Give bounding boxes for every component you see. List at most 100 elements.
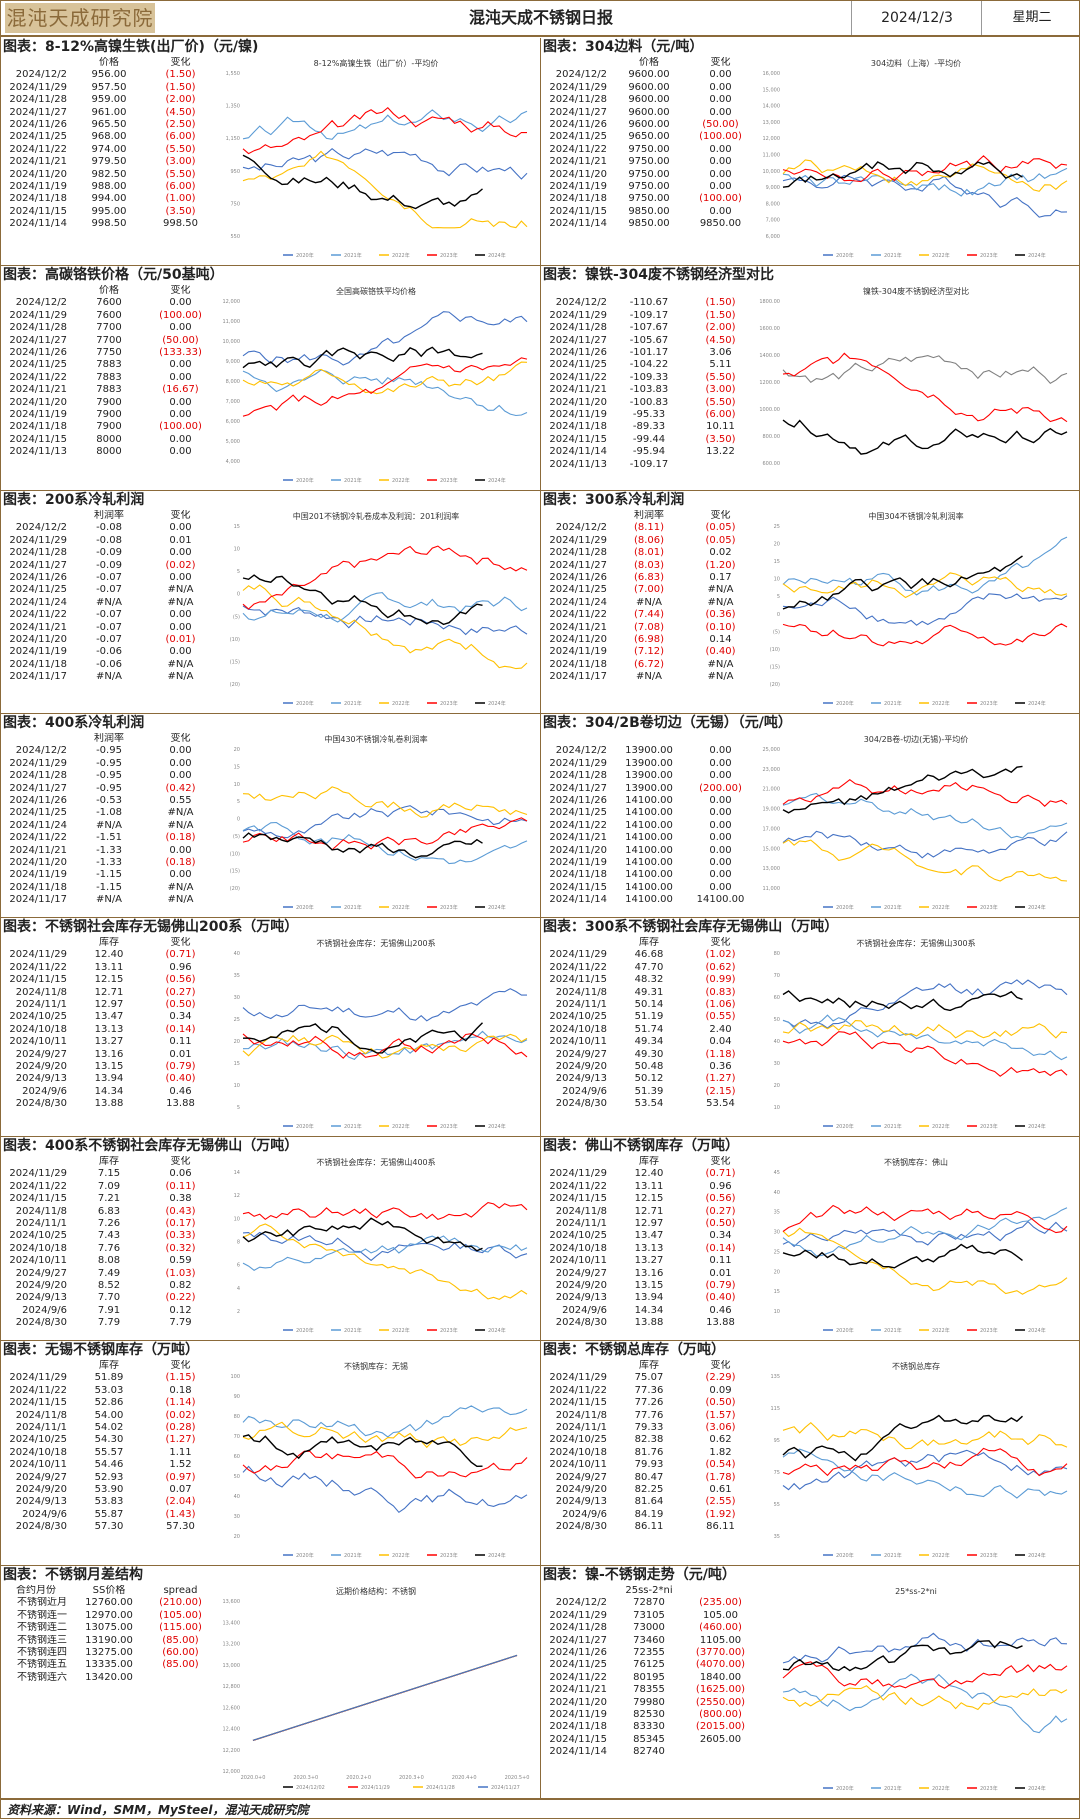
y-tick-label: 12,800 xyxy=(223,1684,241,1690)
row-label: 2024/11/17 xyxy=(9,671,67,683)
table-row: 2024/11/29 -0.08 0.01 xyxy=(1,535,214,547)
y-tick-label: 10 xyxy=(774,1105,780,1111)
row-value: 53.03 xyxy=(94,1384,124,1396)
y-tick-label: 19,000 xyxy=(763,807,781,813)
row-value: 7883 xyxy=(96,359,122,371)
table-row: 2024/11/14 82740 xyxy=(541,1746,754,1758)
row-value: 50.14 xyxy=(634,999,664,1011)
row-change: (50.00) xyxy=(702,119,739,131)
row-change: (0.79) xyxy=(705,1280,736,1292)
row-value: 7.91 xyxy=(97,1304,121,1316)
panel-3: 图表：高碳铬铁价格（元/50基吨） 价格 变化 2024/12/2 7600 0.00 20… xyxy=(1,266,541,491)
table-row: 2024/9/13 7.70 (0.22) xyxy=(1,1292,214,1304)
row-label: 2024/11/25 xyxy=(549,584,607,596)
row-change: 0.36 xyxy=(709,1061,732,1073)
table-row: 2024/11/21 979.50 (3.00) xyxy=(1,156,214,168)
row-label: 2024/10/11 xyxy=(9,1255,67,1267)
row-change: 0.01 xyxy=(169,534,192,546)
legend-label: 2022年 xyxy=(392,1552,410,1559)
y-tick-label: 35 xyxy=(774,1210,780,1216)
row-change: (460.00) xyxy=(699,1622,742,1634)
row-value: 9750.00 xyxy=(628,181,670,193)
row-value: 13.15 xyxy=(94,1061,124,1073)
table-row: 2024/11/1 12.97 (0.50) xyxy=(1,999,214,1011)
row-change: 0.00 xyxy=(709,807,732,819)
y-tick-label: 17,000 xyxy=(763,826,781,832)
panel-chart: 不锈钢库存：佛山 45 40 35 30 25 20 15 10 2020年 2021年 2022年 2… xyxy=(774,1157,1068,1334)
table-row: 2024/11/20 9750.00 0.00 xyxy=(541,169,754,181)
row-label: 2024/11/29 xyxy=(549,309,607,321)
row-change: (0.56) xyxy=(165,974,196,986)
row-label: 2024/9/13 xyxy=(15,1496,67,1508)
table-row: 2024/11/29 51.89 (1.15) xyxy=(1,1372,214,1384)
row-value: 13.16 xyxy=(94,1048,124,1060)
table-row: 2024/11/13 -109.17 xyxy=(541,459,754,471)
row-label: 2024/10/25 xyxy=(9,1434,67,1446)
legend-label: 2022年 xyxy=(932,1552,950,1559)
panel-13: 图表：无锡不锈钢库存（万吨） 库存 变化 2024/11/29 51.89 (1.15) 2… xyxy=(1,1341,541,1566)
row-value: 77.76 xyxy=(634,1409,664,1421)
legend-label: 2022年 xyxy=(392,904,410,911)
panel-chart: 不锈钢社会库存：无锡佛山300系 80 70 60 50 40 30 20 10 2020年 202… xyxy=(774,938,1068,1130)
series-line xyxy=(782,1421,1068,1450)
table-header: 变化 xyxy=(170,510,191,521)
row-value: 83330 xyxy=(633,1721,665,1733)
row-change: 0.06 xyxy=(169,1168,192,1180)
row-change: 0.00 xyxy=(169,409,192,421)
row-value: (6.72) xyxy=(633,658,665,670)
legend-label: 2020年 xyxy=(836,904,854,911)
series-line xyxy=(782,1020,1068,1039)
row-label: 2024/11/21 xyxy=(549,1684,607,1696)
row-value: 80195 xyxy=(633,1671,665,1683)
table-row: 2024/12/2 7600 0.00 xyxy=(1,297,214,309)
row-label: 2024/11/18 xyxy=(549,869,607,881)
series-line xyxy=(242,150,528,229)
panel-1: 图表：8-12%高镍生铁(出厂价)（元/镍) 价格 变化 2024/12/2 956.0… xyxy=(1,38,541,266)
y-tick-label: 5,000 xyxy=(226,439,240,445)
row-value: 13075.00 xyxy=(85,1622,133,1634)
panel-title: 图表：304边料（元/吨） xyxy=(543,39,704,55)
panel-2: 图表：304边料（元/吨） 价格 变化 2024/12/2 9600.00 0.00 202… xyxy=(541,38,1080,266)
table-row: 2024/11/26 -0.07 0.00 xyxy=(1,572,214,584)
table-row: 2024/12/2 (8.11) (0.05) xyxy=(541,522,754,534)
row-label: 2024/11/24 xyxy=(9,819,67,831)
panel-16: 图表：镍-不锈钢走势（元/吨） 25ss-2*ni 2024/12/2 72870 (2… xyxy=(541,1566,1080,1799)
table-row: 2024/8/30 13.88 13.88 xyxy=(541,1317,754,1329)
legend-label: 2023年 xyxy=(440,904,458,911)
row-change: (0.56) xyxy=(705,1193,736,1205)
y-tick-label: (20) xyxy=(770,682,780,688)
series-line xyxy=(242,1223,528,1301)
row-label: 2024/11/20 xyxy=(549,1696,607,1708)
row-value: 7.79 xyxy=(97,1317,121,1329)
table-header xyxy=(1,510,71,522)
row-label: 2024/11/18 xyxy=(9,193,67,205)
row-value: 84.19 xyxy=(634,1508,664,1520)
y-tick-label: 10 xyxy=(234,1216,240,1222)
table-row: 不锈钢连一 12970.00 (105.00) xyxy=(1,1610,214,1622)
row-label: 2024/11/28 xyxy=(9,322,67,334)
table-row: 2024/11/29 (8.06) (0.05) xyxy=(541,535,754,547)
table-row: 2024/11/28 7700 0.00 xyxy=(1,322,214,334)
table-row: 2024/11/24 #N/A #N/A xyxy=(541,597,754,609)
table-row: 2024/8/30 13.88 13.88 xyxy=(1,1098,214,1110)
series-line xyxy=(242,545,528,610)
row-value: 13.94 xyxy=(94,1073,124,1085)
row-change: (2.00) xyxy=(165,94,196,106)
table-header xyxy=(611,285,687,297)
row-label: 2024/11/29 xyxy=(9,534,67,546)
row-value: -95.94 xyxy=(632,446,666,458)
row-label: 2024/10/18 xyxy=(9,1446,67,1458)
row-change: 5.11 xyxy=(709,359,732,371)
row-label: 2024/8/30 xyxy=(15,1317,67,1329)
table-row: 2024/9/6 84.19 (1.92) xyxy=(541,1509,754,1521)
row-label: 2024/11/17 xyxy=(549,671,607,683)
chart-title: 不锈钢社会库存：无锡佛山200系 xyxy=(316,938,435,948)
row-change: #N/A xyxy=(707,596,734,608)
table-row: 2024/10/11 13.27 0.11 xyxy=(541,1255,754,1267)
panel-title: 图表：不锈钢总库存（万吨） xyxy=(543,1342,725,1358)
row-change: (0.55) xyxy=(705,1011,736,1023)
table-row: 2024/11/19 (7.12) (0.40) xyxy=(541,646,754,658)
row-label: 2024/10/18 xyxy=(9,1023,67,1035)
row-label: 2024/11/22 xyxy=(549,143,607,155)
row-value: 73000 xyxy=(633,1622,665,1634)
